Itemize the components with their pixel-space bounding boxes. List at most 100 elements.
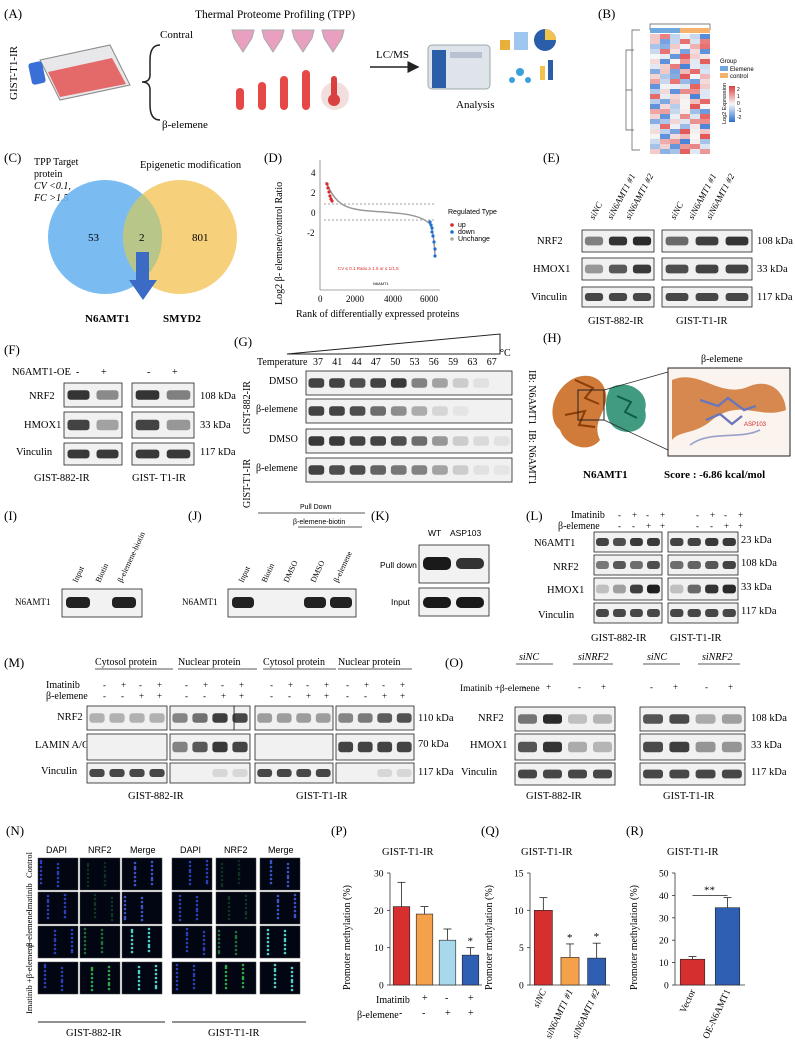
n-cell-dot [83,947,87,951]
d-legend-title: Regulated Type [448,209,497,216]
group-legend-title: Group [720,59,737,65]
chart-p-sign-imatinib: + [422,993,428,1004]
n-cell-dot [241,971,245,975]
heatmap-cell [660,44,670,49]
n-row-control: Control [24,851,34,878]
r-ylabel: Promoter methylation (%) [629,885,640,990]
f-blots [63,382,195,466]
heatmap-cell [680,119,690,124]
n-cell-dot [137,971,141,975]
i-bands [66,597,136,608]
p-title: GIST-T1-IR [382,847,434,858]
m-vinc-t1-cyto-band [315,769,331,777]
f-hmox1-t1-band [166,419,191,431]
n-cell-dot [266,936,270,940]
m-blots [86,705,415,784]
venn-left-title-1: TPP Target [34,157,79,168]
n-cell-dot [244,894,248,898]
chart-q-bar [560,957,580,986]
n-cell-dot [266,940,270,944]
n-cell-dot [56,870,60,874]
o-sign: - [705,682,708,692]
m-row-vinculin: Vinculin [41,766,78,777]
m-nrf2-t1-cyto-band [276,713,292,723]
m-cell-t1: GIST-T1-IR [296,791,348,802]
l-hmox1-882-band [647,584,660,594]
m-sign-imatinib: + [400,680,405,690]
heatmap-cell [660,104,670,109]
o-kda-108: 108 kDa [751,713,787,724]
l-treat-elemene: β-elemene [558,521,600,532]
venn-left-title-4: FC >1.5 [33,193,69,204]
n-cell-dot [107,983,111,987]
heatmap-cell [680,64,690,69]
n-cell-dot [290,966,294,970]
n-cell-dot [53,943,57,947]
heatmap-cell [690,59,700,64]
heatmap-cell [690,119,700,124]
g-blot-row-band [493,436,510,446]
e-nrf2-882-band [584,236,604,246]
o-blots [514,706,746,786]
o-hmox1-t1-band [669,741,690,753]
heatmap-cell [650,34,660,39]
g-blot-row-band [308,406,325,416]
n-cell-dot [46,894,50,898]
l-sign-elemene: - [696,521,699,531]
n-cell-dot [244,910,248,914]
o-vinc-t1-band [669,769,690,779]
m-nrf2-882-cyto-band [89,713,105,723]
n-cell-dot [175,983,179,987]
n-image-tile [171,925,213,959]
n-cell-dot [290,984,294,988]
venn-right-count: 801 [192,232,209,244]
e-cell-t1: GIST-T1-IR [676,316,728,327]
heatmap-cell [650,44,660,49]
heatmap-cell [700,114,710,119]
l-vinc-t1-band [670,609,684,617]
o-vinc-882-band [518,769,537,779]
n-cell-dot [188,874,192,878]
o-kda-33: 33 kDa [751,740,782,751]
n-cell-dot [276,900,280,904]
m-lamin-t1-nuc-band [377,741,393,753]
l-vinc-t1-band [687,609,701,617]
chart-q-xlabel: siNC [532,987,549,1009]
f-vinc-882-frame [63,442,123,466]
n-cell-dot [86,884,90,888]
l-n6amt1-882-frame [593,531,663,553]
n-cell-dot [290,988,294,992]
n-cell-dot [110,896,114,900]
mass-spec-icon [427,44,491,90]
n-cell-dot [86,868,90,872]
f-row-vinculin: Vinculin [16,447,53,458]
chart-q-ytick-label: 5 [519,944,524,954]
n-cell-dot [205,863,209,867]
chart-q-xlabel: siN6AMT1 #1 [544,988,575,1040]
n-cell-dot [53,947,57,951]
heatmap-cell [650,99,660,104]
chart-r-xlabel: OE-N6AMT1 [702,988,734,1041]
panel-letter-r: (R) [626,823,643,838]
n-cell-dot [273,981,277,985]
m-sign-elemene: + [139,691,144,701]
m-lamin-t1-cyto-frame [254,733,334,761]
g-blot-row-band [411,436,428,446]
heatmap-cell [670,104,680,109]
f-vinc-t1-frame [131,442,195,466]
n-cell-dot [63,897,67,901]
m-lamin-882-nuc-band [172,741,188,753]
scale-tick-2: 2 [737,87,740,93]
d-xtick-0: 0 [318,294,323,304]
heatmap-cell [660,54,670,59]
analysis-icons [500,29,556,83]
chart-r-ytick-label: 10 [659,959,669,969]
n-image-tile [171,857,213,891]
n-cell-dot [293,901,297,905]
j-header-pulldown: Pull Down [300,504,332,511]
d-down-points [428,220,437,258]
g-blot-row-band [308,465,325,475]
n-cell-dot [63,901,67,905]
n-cell-dot [147,931,151,935]
